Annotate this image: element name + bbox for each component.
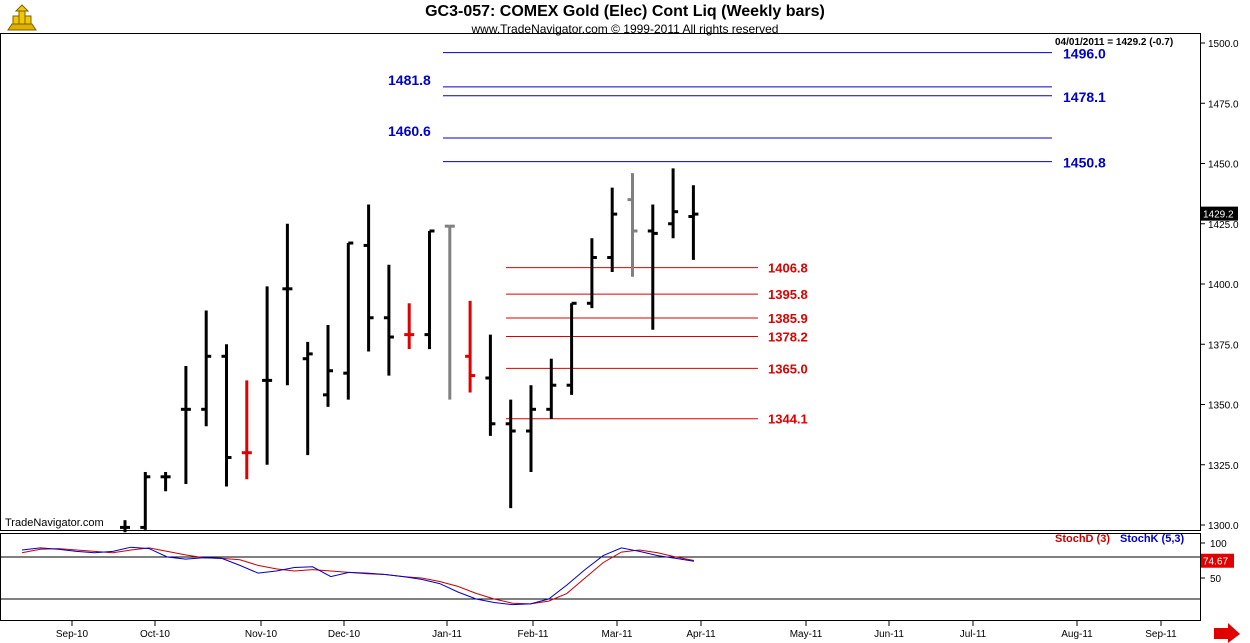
- resistance-label: 1460.6: [388, 123, 431, 139]
- x-tick-label: May-11: [790, 629, 823, 640]
- y-tick-label: 1325.0: [1208, 461, 1239, 472]
- y-tick-label: 1300.0: [1208, 521, 1239, 532]
- support-label: 1365.0: [768, 361, 808, 376]
- x-tick-label: Sep-10: [56, 629, 89, 640]
- x-tick-label: Mar-11: [602, 629, 633, 640]
- osc-value-label: 74.67: [1203, 557, 1228, 568]
- chart-subtitle: www.TradeNavigator.com © 1999-2011 All r…: [471, 22, 779, 36]
- stoch-k-series: [21, 546, 695, 606]
- osc-value-box: [1201, 553, 1234, 568]
- ohlc-bar: [526, 385, 536, 472]
- resistance-label: 1481.8: [388, 72, 431, 88]
- x-tick-label: Jan-11: [432, 629, 462, 640]
- support-label: 1395.8: [768, 287, 808, 302]
- ohlc-bar: [688, 185, 699, 260]
- support-label: 1378.2: [768, 330, 808, 345]
- x-tick-label: Feb-11: [518, 629, 549, 640]
- ohlc-bar: [546, 358, 557, 419]
- x-tick-label: Dec-10: [328, 629, 361, 640]
- support-label: 1385.9: [768, 311, 808, 326]
- y-tick-label: 1350.0: [1208, 401, 1239, 412]
- ohlc-bar: [485, 334, 496, 436]
- x-tick-label: Nov-10: [245, 629, 278, 640]
- ohlc-bar: [647, 204, 658, 330]
- chart-title: GC3-057: COMEX Gold (Elec) Cont Liq (Wee…: [425, 3, 825, 20]
- ohlc-bar: [627, 173, 638, 277]
- y-tick-label: 1400.0: [1208, 280, 1239, 291]
- ohlc-bar: [201, 310, 212, 427]
- last-price-box: [1201, 206, 1238, 221]
- stoch-k-legend: StochK (5,3): [1120, 533, 1185, 545]
- ohlc-bar: [180, 365, 191, 485]
- ohlc-bar: [465, 300, 476, 393]
- x-tick-label: Oct-10: [140, 629, 170, 640]
- ohlc-bar: [323, 324, 333, 407]
- osc-tick-label: 50: [1210, 574, 1222, 585]
- y-tick-label: 1425.0: [1208, 220, 1239, 231]
- ohlc-bar: [120, 520, 130, 533]
- y-tick-label: 1375.0: [1208, 340, 1239, 351]
- ohlc-bar: [424, 229, 435, 350]
- x-tick-label: Aug-11: [1061, 629, 1093, 640]
- ohlc-bar: [221, 344, 232, 487]
- ohlc-bar: [282, 223, 293, 386]
- resistance-label: 1450.8: [1063, 155, 1106, 171]
- ohlc-bar: [160, 471, 171, 492]
- y-tick-label: 1475.0: [1208, 99, 1239, 110]
- x-tick-label: Jun-11: [874, 629, 904, 640]
- support-label: 1406.8: [768, 261, 808, 276]
- stoch-d-series: [21, 547, 695, 605]
- last-price-status: 04/01/2011 = 1429.2 (-0.7): [1055, 37, 1174, 48]
- x-tick-label: Sep-11: [1145, 629, 1177, 640]
- ohlc-bar: [607, 187, 618, 272]
- ohlc-bar: [343, 241, 354, 400]
- last-price-label: 1429.2: [1203, 210, 1234, 221]
- stoch-d-legend: StochD (3): [1055, 533, 1110, 545]
- price-panel-frame: [0, 33, 1201, 531]
- resistance-label: 1478.1: [1063, 89, 1106, 105]
- ohlc-bar: [505, 399, 516, 509]
- ohlc-bar: [668, 168, 679, 239]
- x-tick-label: Apr-11: [686, 629, 716, 640]
- y-tick-label: 1500.0: [1208, 39, 1239, 50]
- trade-navigator-logo-icon: [4, 4, 40, 34]
- ohlc-bar: [140, 471, 151, 530]
- y-tick-label: 1450.0: [1208, 160, 1239, 171]
- oscillator-panel-frame: [0, 533, 1201, 621]
- ohlc-bar: [363, 204, 374, 352]
- ohlc-bar: [566, 301, 577, 395]
- ohlc-bar: [383, 264, 394, 376]
- ohlc-bar: [302, 341, 313, 456]
- ohlc-bar: [444, 224, 455, 400]
- resistance-label: 1496.0: [1063, 46, 1106, 62]
- ohlc-bar: [404, 303, 415, 350]
- support-label: 1344.1: [768, 412, 808, 427]
- scroll-right-arrow-icon[interactable]: [1214, 623, 1240, 643]
- watermark: TradeNavigator.com: [5, 517, 104, 529]
- x-tick-label: Jul-11: [960, 629, 987, 640]
- ohlc-bar: [586, 238, 597, 309]
- ohlc-bar: [241, 380, 252, 480]
- ohlc-bar: [262, 286, 273, 465]
- osc-tick-label: 100: [1210, 539, 1227, 550]
